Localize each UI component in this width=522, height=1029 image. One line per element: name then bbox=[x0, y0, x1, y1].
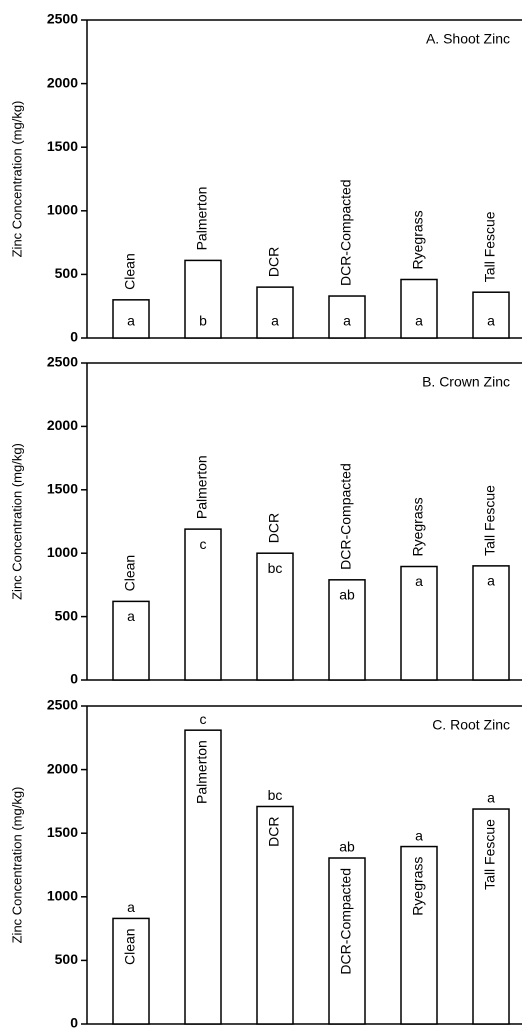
y-tick-label: 1500 bbox=[47, 138, 78, 154]
bar bbox=[112, 299, 150, 339]
y-axis-label: Zinc Concentration (mg/kg) bbox=[9, 787, 24, 944]
bar bbox=[472, 565, 510, 681]
significance-letter: a bbox=[127, 313, 135, 329]
y-tick-label: 500 bbox=[55, 265, 79, 281]
bar bbox=[112, 600, 150, 681]
significance-letter: a bbox=[415, 827, 423, 843]
significance-letter: a bbox=[271, 313, 279, 329]
bar bbox=[400, 845, 438, 1025]
y-tick-label: 500 bbox=[55, 951, 79, 967]
y-tick-label: 500 bbox=[55, 607, 79, 623]
significance-letter: a bbox=[415, 573, 423, 589]
category-label: DCR bbox=[266, 816, 282, 846]
bar bbox=[328, 295, 366, 339]
significance-letter: a bbox=[127, 899, 135, 915]
y-tick-label: 1000 bbox=[47, 888, 78, 904]
y-tick-label: 0 bbox=[70, 1015, 78, 1029]
significance-letter: bc bbox=[268, 560, 283, 576]
significance-letter: c bbox=[200, 711, 207, 727]
significance-letter: ab bbox=[339, 839, 355, 855]
y-tick-label: 2000 bbox=[47, 760, 78, 776]
y-tick-label: 1000 bbox=[47, 544, 78, 560]
significance-letter: a bbox=[127, 608, 135, 624]
category-label: Tall Fescue bbox=[482, 211, 498, 282]
panel-title: A. Shoot Zinc bbox=[426, 31, 510, 47]
bar bbox=[184, 528, 222, 681]
significance-letter: a bbox=[487, 790, 495, 806]
bar bbox=[256, 286, 294, 339]
y-tick-label: 0 bbox=[70, 671, 78, 687]
y-tick-label: 2000 bbox=[47, 74, 78, 90]
bar bbox=[184, 729, 222, 1025]
y-tick-label: 2000 bbox=[47, 417, 78, 433]
bar bbox=[256, 552, 294, 681]
bar bbox=[184, 259, 222, 339]
bar bbox=[328, 857, 366, 1025]
y-tick-label: 1500 bbox=[47, 824, 78, 840]
y-tick-label: 1500 bbox=[47, 481, 78, 497]
y-tick-label: 0 bbox=[70, 329, 78, 345]
category-label: Palmerton bbox=[194, 187, 210, 251]
category-label: DCR bbox=[266, 513, 282, 543]
category-label: DCR-Compacted bbox=[338, 868, 354, 975]
significance-letter: bc bbox=[268, 787, 283, 803]
y-tick-label: 2500 bbox=[47, 11, 78, 27]
category-label: Ryegrass bbox=[410, 497, 426, 556]
bar bbox=[472, 808, 510, 1025]
bar bbox=[256, 805, 294, 1025]
category-label: Tall Fescue bbox=[482, 819, 498, 890]
significance-letter: c bbox=[200, 536, 207, 552]
significance-letter: a bbox=[343, 313, 351, 329]
significance-letter: a bbox=[415, 313, 423, 329]
panel-title: B. Crown Zinc bbox=[422, 374, 510, 390]
category-label: Tall Fescue bbox=[482, 485, 498, 556]
category-label: DCR bbox=[266, 247, 282, 277]
y-axis-label: Zinc Concentration (mg/kg) bbox=[9, 443, 24, 600]
category-label: Clean bbox=[122, 555, 138, 592]
y-tick-label: 2500 bbox=[47, 354, 78, 370]
category-label: Clean bbox=[122, 253, 138, 290]
significance-letter: a bbox=[487, 573, 495, 589]
significance-letter: ab bbox=[339, 587, 355, 603]
bar bbox=[400, 565, 438, 681]
category-label: DCR-Compacted bbox=[338, 179, 354, 286]
significance-letter: a bbox=[487, 313, 495, 329]
category-label: Ryegrass bbox=[410, 857, 426, 916]
y-tick-label: 2500 bbox=[47, 697, 78, 713]
category-label: Clean bbox=[122, 928, 138, 965]
panel-title: C. Root Zinc bbox=[432, 717, 510, 733]
y-axis-label: Zinc Concentration (mg/kg) bbox=[9, 101, 24, 258]
bar bbox=[400, 278, 438, 339]
category-label: Ryegrass bbox=[410, 210, 426, 269]
category-label: DCR-Compacted bbox=[338, 463, 354, 570]
bar bbox=[112, 917, 150, 1025]
category-label: Palmerton bbox=[194, 455, 210, 519]
bar bbox=[328, 579, 366, 681]
y-tick-label: 1000 bbox=[47, 202, 78, 218]
bar bbox=[472, 291, 510, 339]
category-label: Palmerton bbox=[194, 740, 210, 804]
significance-letter: b bbox=[199, 313, 207, 329]
